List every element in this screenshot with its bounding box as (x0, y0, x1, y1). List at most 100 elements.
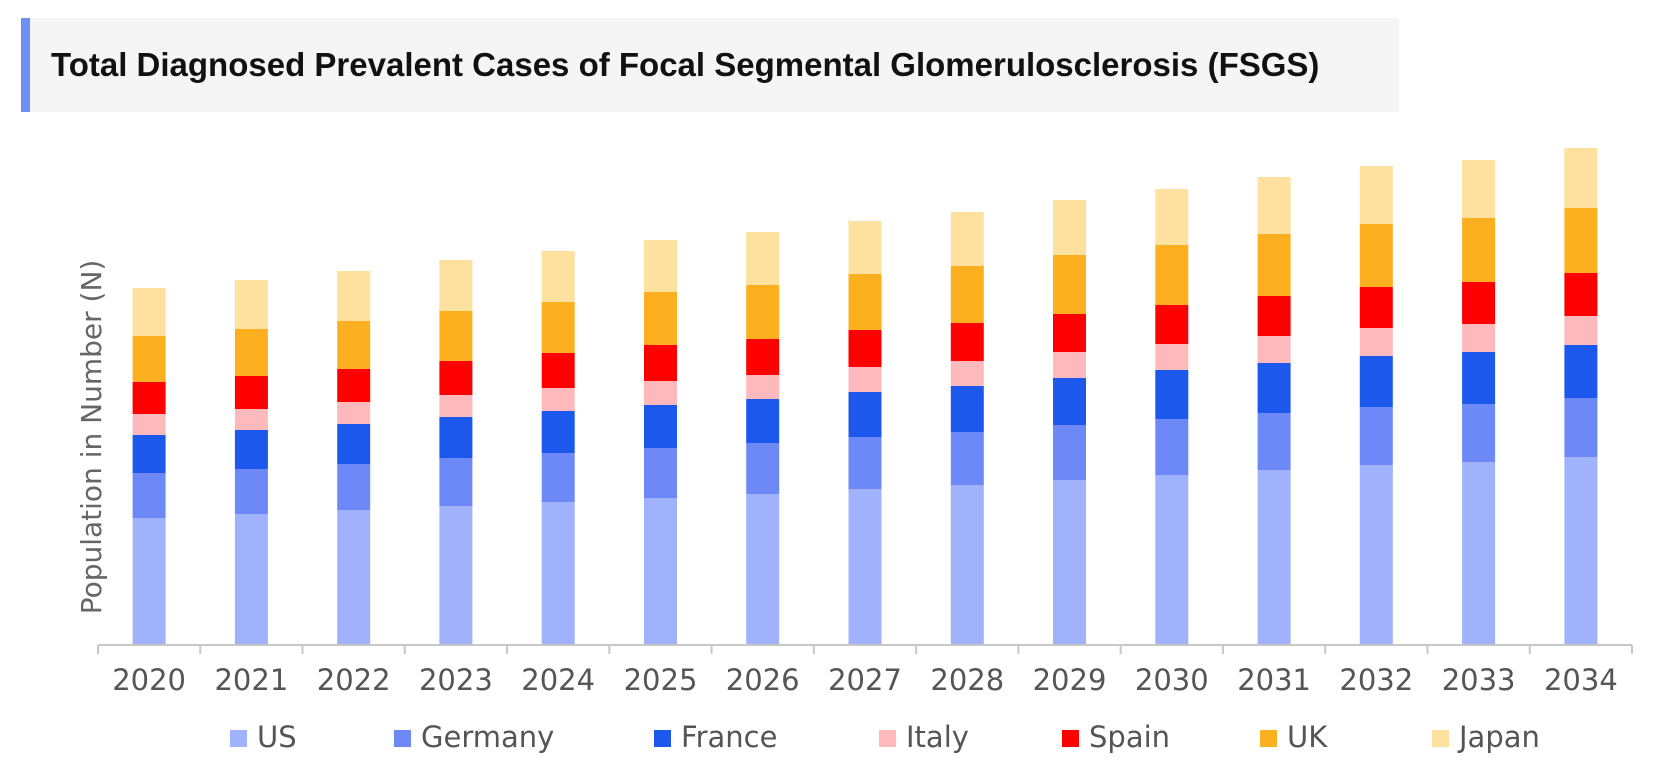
bar-segment-france-2027 (848, 392, 882, 437)
bar-segment-germany-2034 (1564, 398, 1598, 457)
x-tick-label-2033: 2033 (1442, 663, 1516, 697)
x-tick-label-2022: 2022 (317, 663, 391, 697)
bar-segment-japan-2021 (234, 280, 268, 329)
bar-segment-us-2032 (1359, 465, 1393, 645)
bar-segment-germany-2023 (439, 458, 473, 506)
bar-segment-japan-2029 (1053, 200, 1086, 255)
legend: US Germany France Italy Spain UK Japan (230, 720, 1540, 754)
bar-segment-germany-2021 (234, 469, 268, 514)
x-tick-label-2025: 2025 (624, 663, 698, 697)
bar-segment-france-2026 (746, 399, 780, 443)
bar-segment-italy-2027 (848, 367, 882, 392)
bar-segment-italy-2032 (1359, 328, 1393, 356)
bar-segment-italy-2029 (1053, 352, 1086, 378)
bar-segment-france-2030 (1155, 370, 1189, 419)
bar-segment-italy-2033 (1462, 324, 1496, 352)
bar-segment-italy-2028 (950, 361, 984, 386)
bar-segment-france-2023 (439, 417, 473, 458)
bar-segment-uk-2028 (950, 266, 984, 323)
bar-segment-italy-2030 (1155, 344, 1189, 370)
bar-segment-japan-2022 (337, 271, 371, 321)
bar-segment-japan-2033 (1462, 160, 1496, 218)
bar-segment-japan-2024 (541, 251, 575, 302)
legend-swatch-france (654, 730, 671, 747)
chart-title-box: Total Diagnosed Prevalent Cases of Focal… (21, 18, 1399, 112)
bar-segment-france-2021 (234, 430, 268, 469)
bar-segment-japan-2025 (644, 240, 677, 292)
bar-segment-spain-2020 (132, 382, 166, 414)
bar-segment-us-2027 (848, 489, 882, 645)
legend-swatch-uk (1260, 730, 1277, 747)
bar-segment-us-2023 (439, 506, 473, 645)
bar-segment-uk-2034 (1564, 208, 1598, 273)
bar-segment-uk-2032 (1359, 224, 1393, 287)
x-tick-label-2021: 2021 (214, 663, 288, 697)
bar-segment-us-2024 (541, 502, 575, 645)
bar-segment-france-2029 (1053, 378, 1086, 425)
bar-segment-japan-2023 (439, 260, 473, 311)
bar-segment-japan-2030 (1155, 189, 1189, 245)
bar-segment-us-2022 (337, 510, 371, 645)
x-tick-label-2026: 2026 (726, 663, 800, 697)
legend-label-italy: Italy (906, 720, 969, 754)
bar-segment-spain-2033 (1462, 282, 1496, 324)
x-tick-label-2027: 2027 (828, 663, 902, 697)
bar-segment-japan-2028 (950, 212, 984, 266)
bar-segment-spain-2026 (746, 339, 780, 375)
bar-segment-germany-2028 (950, 432, 984, 485)
legend-swatch-us (230, 730, 247, 747)
bar-segment-germany-2027 (848, 437, 882, 489)
bar-segment-us-2034 (1564, 457, 1598, 645)
bar-segment-uk-2022 (337, 321, 371, 369)
bar-segment-us-2025 (644, 498, 677, 645)
bar-segment-uk-2027 (848, 274, 882, 330)
bar-segment-us-2028 (950, 485, 984, 645)
bar-segment-japan-2026 (746, 232, 780, 285)
bar-segment-japan-2031 (1257, 177, 1291, 234)
bar-segment-uk-2031 (1257, 234, 1291, 296)
bar-segment-italy-2021 (234, 409, 268, 430)
bar-segment-italy-2022 (337, 402, 371, 424)
legend-label-spain: Spain (1089, 720, 1170, 754)
bar-segment-italy-2031 (1257, 336, 1291, 363)
bar-segment-uk-2021 (234, 329, 268, 376)
legend-label-uk: UK (1287, 720, 1328, 754)
bar-segment-france-2033 (1462, 352, 1496, 404)
legend-swatch-japan (1432, 730, 1449, 747)
title-accent-bar (21, 18, 30, 112)
bars-group (132, 148, 1598, 645)
bar-segment-uk-2029 (1053, 255, 1086, 314)
bar-segment-italy-2026 (746, 375, 780, 399)
x-tick-label-2031: 2031 (1237, 663, 1311, 697)
bar-segment-germany-2029 (1053, 425, 1086, 480)
legend-label-germany: Germany (421, 720, 554, 754)
chart-title: Total Diagnosed Prevalent Cases of Focal… (51, 46, 1320, 83)
bar-segment-germany-2022 (337, 464, 371, 510)
bar-segment-italy-2025 (644, 381, 677, 405)
legend-swatch-italy (879, 730, 896, 747)
bar-segment-us-2021 (234, 514, 268, 645)
bar-segment-france-2022 (337, 424, 371, 464)
bar-segment-spain-2027 (848, 330, 882, 367)
x-tick-label-2024: 2024 (521, 663, 595, 697)
x-axis-ticks (97, 645, 1633, 654)
bar-segment-germany-2020 (132, 473, 166, 518)
bar-segment-spain-2032 (1359, 287, 1393, 328)
bar-segment-uk-2020 (132, 336, 166, 382)
bar-segment-france-2031 (1257, 363, 1291, 413)
bar-segment-japan-2034 (1564, 148, 1598, 208)
bar-segment-germany-2025 (644, 448, 677, 498)
bar-segment-spain-2021 (234, 376, 268, 409)
bar-segment-germany-2032 (1359, 407, 1393, 465)
x-tick-label-2029: 2029 (1033, 663, 1107, 697)
bar-segment-us-2033 (1462, 462, 1496, 645)
x-axis-tick-labels: 2020 2021 2022 2023 2024 2025 2026 2027 2028 2029… (112, 663, 1618, 697)
bar-segment-us-2020 (132, 518, 166, 645)
legend-swatch-germany (394, 730, 411, 747)
bar-segment-spain-2031 (1257, 296, 1291, 336)
x-tick-label-2028: 2028 (930, 663, 1004, 697)
bar-segment-spain-2025 (644, 345, 677, 381)
bar-segment-germany-2024 (541, 453, 575, 502)
bar-segment-italy-2020 (132, 414, 166, 435)
x-tick-label-2032: 2032 (1339, 663, 1413, 697)
